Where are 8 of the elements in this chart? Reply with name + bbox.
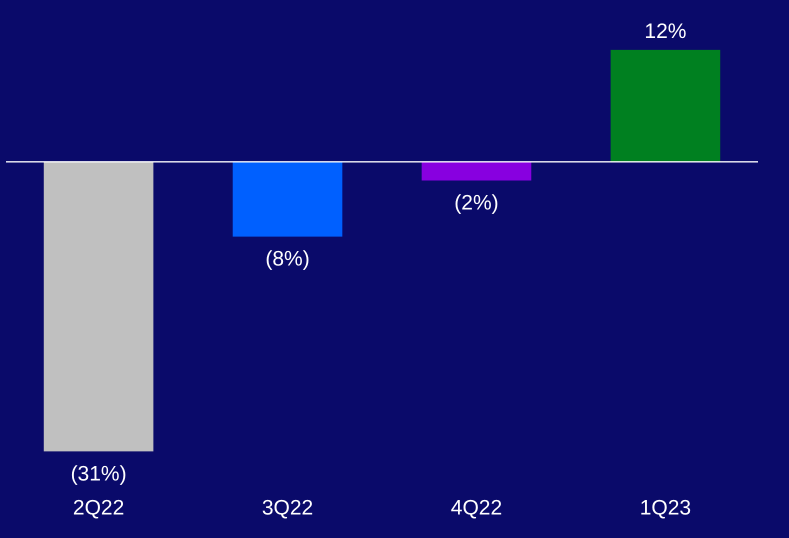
x-tick-label: 3Q22 (262, 496, 314, 520)
data-label: (31%) (70, 462, 127, 486)
x-tick-label: 2Q22 (72, 496, 124, 520)
x-tick-label: 4Q22 (450, 496, 502, 520)
x-tick-label: 1Q23 (640, 496, 692, 520)
data-label: (8%) (265, 248, 310, 271)
data-label: 12% (644, 20, 686, 43)
data-label: (2%) (454, 192, 499, 215)
